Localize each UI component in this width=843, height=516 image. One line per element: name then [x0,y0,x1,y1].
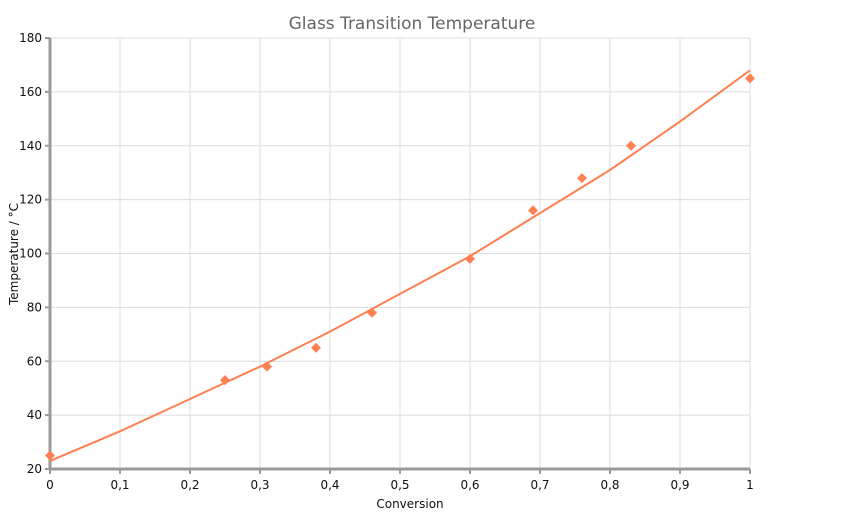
data-point [262,361,272,372]
x-tick-label: 0,7 [530,478,549,492]
x-tick-label: 0 [46,478,54,492]
y-tick-label: 100 [19,247,42,261]
y-axis-title: Temperature / °C [7,203,21,306]
data-point [465,253,475,264]
data-point [367,307,377,318]
data-point [528,205,538,216]
x-tick-label: 0,5 [390,478,409,492]
x-tick-label: 0,6 [460,478,479,492]
y-tick-label: 180 [19,31,42,45]
x-axis-title: Conversion [376,497,443,511]
x-tick-label: 0,1 [110,478,129,492]
data-point [45,450,55,461]
tick-labels: 0 0,1 0,2 0,3 0,4 0,5 0,6 0,7 0,8 0,9 120406080100… [19,31,754,492]
data-point [626,140,636,151]
y-tick-label: 140 [19,139,42,153]
plot-area [45,69,755,462]
data-point [220,375,230,386]
data-point [577,173,587,184]
y-tick-label: 20 [27,462,42,476]
y-tick-label: 80 [27,300,42,314]
fit-line [49,69,751,462]
data-point [745,73,755,84]
chart-title: Glass Transition Temperature [289,14,536,34]
x-tick-label: 0,8 [600,478,619,492]
axes [45,37,751,474]
x-tick-label: 0,2 [180,478,199,492]
x-tick-label: 0,9 [670,478,689,492]
grid [49,37,751,470]
y-tick-label: 40 [27,408,42,422]
x-tick-label: 0,3 [250,478,269,492]
y-tick-label: 60 [27,354,42,368]
y-tick-label: 160 [19,85,42,99]
y-tick-label: 120 [19,193,42,207]
x-tick-label: 1 [746,478,754,492]
x-tick-label: 0,4 [320,478,339,492]
data-point [311,342,321,353]
